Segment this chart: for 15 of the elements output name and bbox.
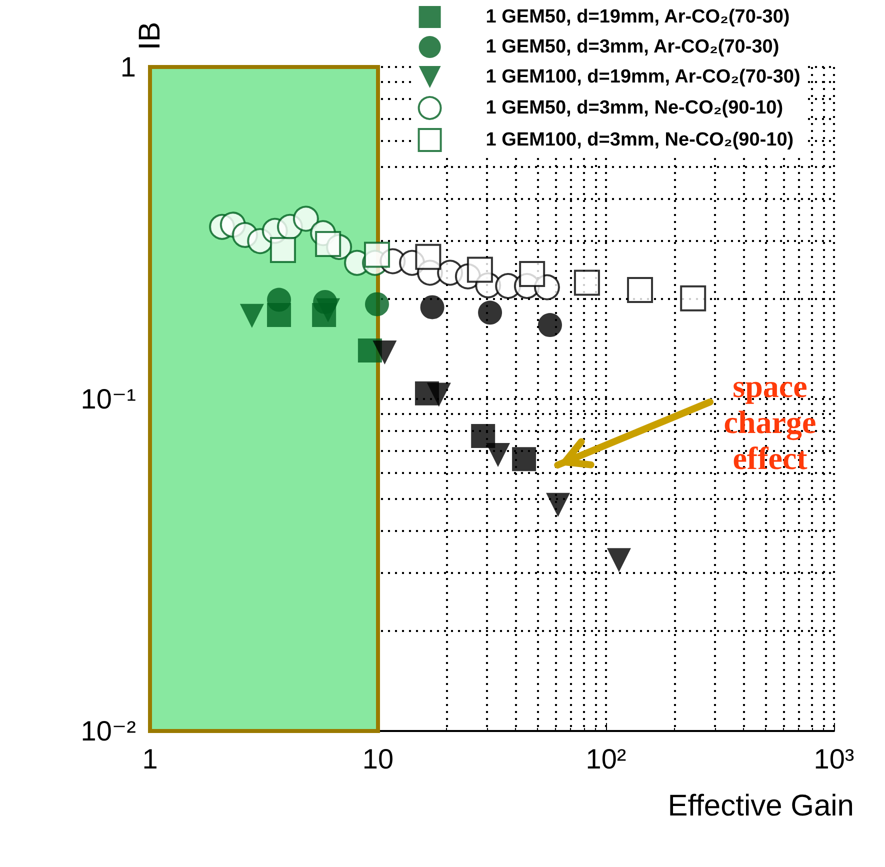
y-tick-label: 1	[120, 52, 136, 82]
legend-label: 1 GEM50, d=3mm, Ar-CO₂(70-30)	[486, 36, 780, 58]
x-tick-label: 1	[142, 744, 158, 774]
y-tick-label: 10⁻¹	[80, 384, 136, 414]
annotation: space charge effect	[724, 368, 816, 476]
x-axis-title: Effective Gain	[668, 790, 854, 822]
x-tick-label: 10³	[814, 744, 854, 774]
legend-label: 1 GEM100, d=19mm, Ar-CO₂(70-30)	[486, 66, 800, 88]
y-tick-label: 10⁻²	[80, 716, 136, 746]
legend-label: 1 GEM50, d=19mm, Ar-CO₂(70-30)	[486, 6, 790, 28]
x-tick-label: 10²	[586, 744, 626, 774]
legend-label: 1 GEM100, d=3mm, Ne-CO₂(90-10)	[486, 130, 794, 150]
y-axis-title: IB	[134, 22, 166, 50]
x-tick-label: 10	[362, 744, 394, 774]
legend-label: 1 GEM50, d=3mm, Ne-CO₂(90-10)	[486, 98, 784, 118]
